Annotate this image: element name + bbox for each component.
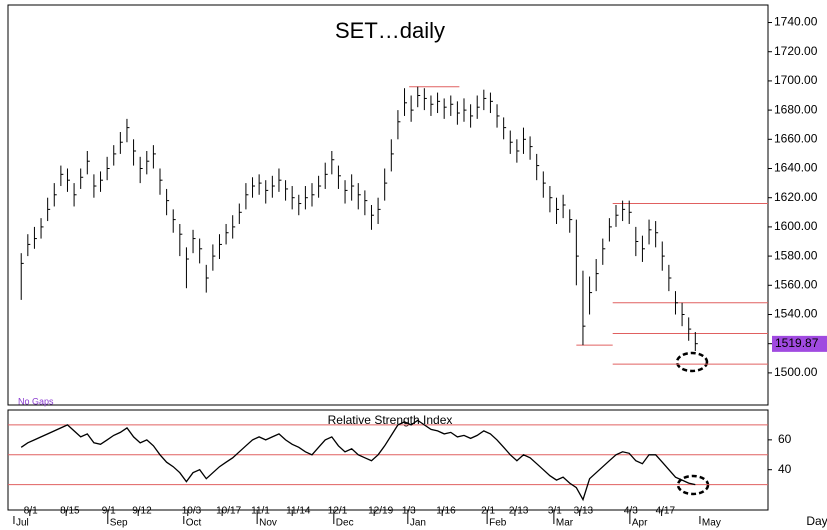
x-tick-label: 9/12 — [132, 506, 152, 517]
x-tick-label: 10/17 — [216, 506, 241, 517]
y-tick-label: 1660.00 — [774, 131, 818, 145]
y-tick-label: 1560.00 — [774, 277, 818, 291]
y-tick-label: 1500.00 — [774, 365, 818, 379]
month-label: Sep — [110, 518, 128, 529]
x-tick-label: 4/17 — [656, 506, 676, 517]
rsi-line — [20, 419, 696, 502]
month-label: Oct — [186, 518, 202, 529]
month-label: Dec — [336, 518, 354, 529]
month-label: Feb — [489, 518, 507, 529]
rsi-title: Relative Strength Index — [328, 413, 453, 427]
month-label: May — [702, 518, 721, 529]
y-tick-label: 1580.00 — [774, 248, 818, 262]
month-label: Jul — [16, 518, 29, 529]
y-tick-label: 1620.00 — [774, 190, 818, 204]
y-tick-label: 60 — [778, 432, 792, 446]
x-tick-label: 8/1 — [24, 506, 38, 517]
y-tick-label: 1640.00 — [774, 161, 818, 175]
month-label: Mar — [556, 518, 574, 529]
rsi-panel — [7, 409, 769, 511]
y-tick-label: 1680.00 — [774, 102, 818, 116]
y-tick-label: 40 — [778, 462, 792, 476]
chart-title: SET…daily — [335, 18, 445, 43]
x-tick-label: 3/13 — [574, 506, 594, 517]
x-tick-label: 2/13 — [509, 506, 529, 517]
x-tick-label: 10/3 — [182, 506, 202, 517]
y-tick-label: 1700.00 — [774, 73, 818, 87]
x-axis-label: Day — [806, 514, 827, 528]
y-tick-label: 1600.00 — [774, 219, 818, 233]
y-tick-label: 1540.00 — [774, 307, 818, 321]
y-tick-label: 1740.00 — [774, 15, 818, 29]
x-tick-label: 2/1 — [481, 506, 495, 517]
note: No Gaps — [18, 396, 54, 406]
last-price-label: 1519.87 — [775, 336, 819, 350]
month-label: Jan — [410, 518, 426, 529]
x-tick-label: 12/19 — [368, 506, 393, 517]
month-label: Nov — [259, 518, 277, 529]
x-tick-label: 1/3 — [402, 506, 416, 517]
x-tick-label: 1/16 — [436, 506, 456, 517]
x-tick-label: 8/15 — [60, 506, 80, 517]
x-tick-label: 12/1 — [328, 506, 348, 517]
month-label: Apr — [632, 518, 648, 529]
x-tick-label: 4/3 — [624, 506, 638, 517]
last-price-box — [772, 335, 827, 352]
x-tick-label: 3/1 — [548, 506, 562, 517]
x-tick-label: 9/1 — [102, 506, 116, 517]
x-tick-label: 11/14 — [286, 506, 311, 517]
price-panel — [7, 4, 769, 406]
y-tick-label: 1720.00 — [774, 44, 818, 58]
highlight-ring — [675, 351, 709, 373]
x-tick-label: 11/1 — [251, 506, 270, 517]
